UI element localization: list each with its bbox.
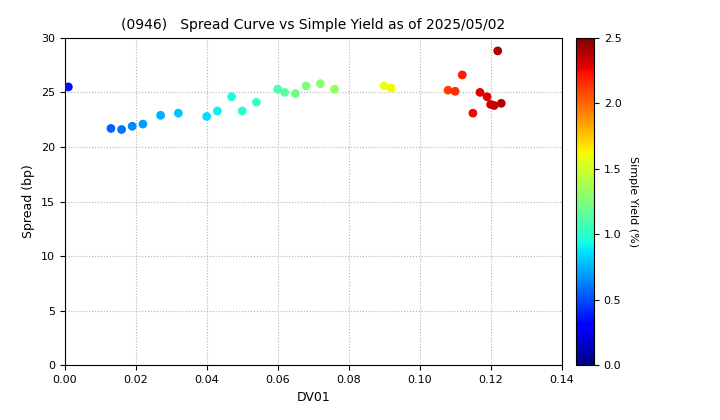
Point bbox=[279, 89, 291, 96]
Point bbox=[492, 47, 503, 54]
Point bbox=[456, 71, 468, 78]
Point bbox=[449, 88, 461, 94]
Point bbox=[329, 86, 341, 92]
Point bbox=[488, 102, 500, 109]
Point bbox=[474, 89, 486, 96]
Point bbox=[63, 84, 74, 90]
Point bbox=[105, 125, 117, 132]
Y-axis label: Simple Yield (%): Simple Yield (%) bbox=[628, 156, 638, 247]
Point bbox=[481, 93, 492, 100]
Point bbox=[201, 113, 212, 120]
Point bbox=[485, 101, 496, 108]
Point bbox=[226, 93, 238, 100]
Point bbox=[315, 80, 326, 87]
Point bbox=[137, 121, 148, 127]
Point bbox=[495, 100, 507, 107]
Point bbox=[289, 90, 301, 97]
Point bbox=[467, 110, 479, 116]
Point bbox=[212, 108, 223, 114]
Point bbox=[379, 82, 390, 89]
Point bbox=[127, 123, 138, 130]
Point bbox=[155, 112, 166, 119]
Point bbox=[116, 126, 127, 133]
Point bbox=[236, 108, 248, 114]
Point bbox=[272, 86, 284, 92]
Point bbox=[300, 82, 312, 89]
Y-axis label: Spread (bp): Spread (bp) bbox=[22, 165, 35, 239]
Point bbox=[251, 99, 262, 105]
Point bbox=[385, 85, 397, 92]
Title: (0946)   Spread Curve vs Simple Yield as of 2025/05/02: (0946) Spread Curve vs Simple Yield as o… bbox=[121, 18, 505, 32]
Point bbox=[173, 110, 184, 116]
Point bbox=[442, 87, 454, 94]
X-axis label: DV01: DV01 bbox=[297, 391, 330, 404]
